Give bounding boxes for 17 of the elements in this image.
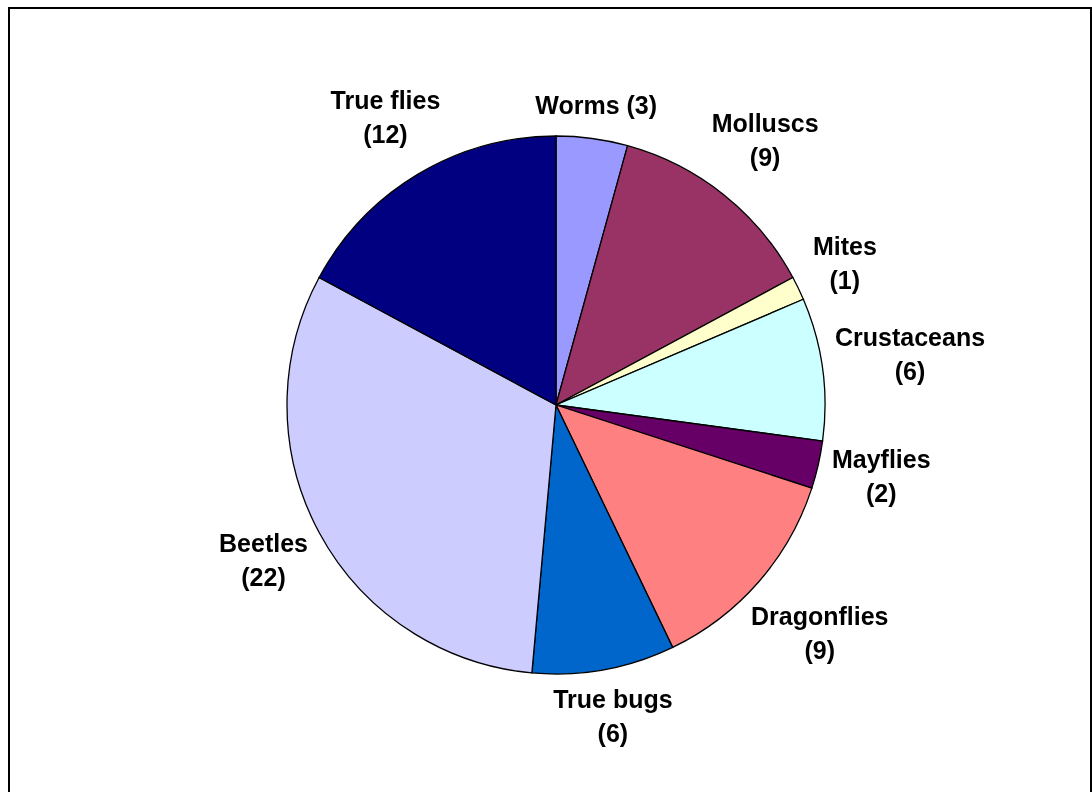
slice-label: True flies [330, 85, 441, 114]
data-label: (12) [363, 119, 408, 148]
data-label: (9) [804, 635, 835, 664]
slice-label: Molluscs [711, 109, 819, 138]
data-label: (2) [866, 479, 897, 508]
slice-label: True bugs [553, 684, 673, 713]
slice-label: Dragonflies [750, 601, 889, 630]
slice-label: Mayflies [831, 445, 931, 474]
slice-label: Beetles [219, 528, 308, 557]
slice-label: Mites [812, 232, 877, 261]
slice-label: Worms (3) [535, 91, 658, 120]
data-label: (6) [894, 357, 926, 386]
slice-label: Crustaceans [835, 323, 986, 352]
data-label: (22) [241, 562, 286, 591]
data-label: (6) [597, 718, 629, 747]
data-label: (9) [749, 143, 781, 172]
data-label: (1) [829, 266, 861, 295]
